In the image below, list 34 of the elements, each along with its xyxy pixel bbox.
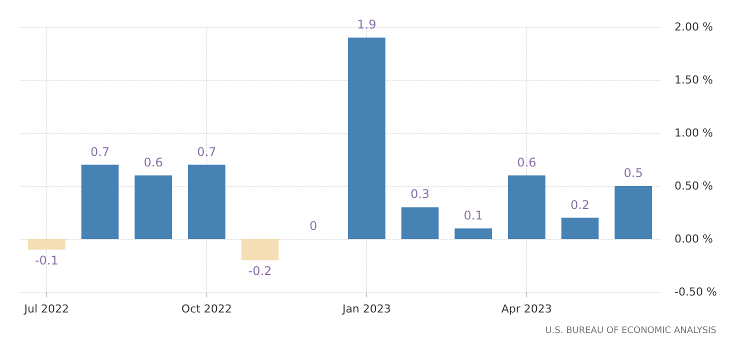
data-label: 0 [310,219,318,233]
data-label: 0.2 [570,198,590,212]
x-tick-label: Jan 2023 [341,302,391,316]
x-tick-label: Apr 2023 [501,302,552,316]
bar [454,228,492,239]
y-tick-label: 0.00 % [674,232,713,246]
bar [28,239,66,250]
bar [508,175,546,239]
y-tick-label: 1.50 % [674,74,713,86]
x-tick-label: Oct 2022 [181,302,232,316]
y-tick-label: 2.00 % [674,20,713,34]
bar [561,218,599,239]
y-tick-label: -0.50 % [674,286,717,298]
text: U.S. BUREAU OF ECONOMIC ANALYSIS [545,326,717,336]
bar [134,175,172,239]
data-label: 0.7 [90,144,110,159]
bar [348,38,386,239]
y-tick-label: 0.50 % [674,180,713,192]
data-label: 0.1 [464,208,483,222]
bar [614,186,652,239]
bar [81,164,119,239]
data-label: -0.1 [34,254,58,268]
data-label: 1.9 [357,18,376,32]
bar [241,239,279,260]
x-tick-label: Jul 2022 [23,302,70,316]
y-tick-label: 1.00 % [674,126,713,140]
data-label: -0.2 [248,264,272,278]
data-label: 0.7 [197,144,216,159]
data-label: 0.6 [144,155,163,170]
bar [188,164,226,239]
data-label: 0.5 [624,166,643,180]
data-label: 0.6 [517,155,536,170]
data-label: 0.3 [410,187,430,202]
bar [401,207,439,239]
